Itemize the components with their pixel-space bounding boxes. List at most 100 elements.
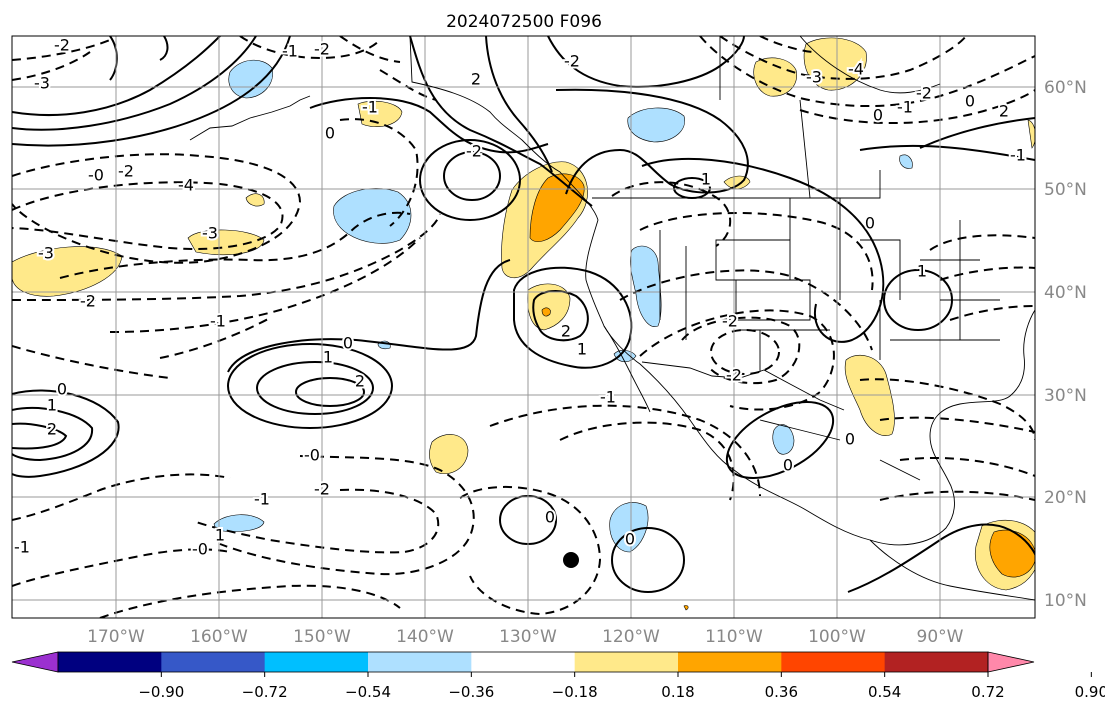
colorbar-tick-label: −0.18 <box>552 683 598 701</box>
contour-label: 0 <box>545 508 555 527</box>
contour <box>939 266 1035 281</box>
colorbar-segment <box>574 652 679 672</box>
coastline-central-america <box>869 539 1035 601</box>
coastline-gulf <box>869 309 1035 546</box>
chart-title: 2024072500 F096 <box>446 12 602 32</box>
contour <box>929 234 1035 251</box>
colorbar-segment <box>678 652 782 672</box>
shade-blob <box>989 529 1035 578</box>
contour-label: 2 <box>355 372 365 391</box>
contour-label: 0 <box>873 106 883 125</box>
contour <box>725 401 835 479</box>
colorbar-tick-label: −0.72 <box>242 683 288 701</box>
contour <box>12 36 257 131</box>
contour <box>379 69 437 101</box>
colorbar-tick-label: 0.90 <box>1075 683 1105 701</box>
contour-label: -3 <box>34 74 50 93</box>
shade-blob <box>228 59 273 99</box>
colorbar-segment <box>471 652 576 672</box>
border-mexico <box>879 459 921 481</box>
contour <box>239 36 381 60</box>
colorbar-segment <box>884 652 989 672</box>
contour-label: -2 <box>466 142 482 161</box>
contour <box>641 157 885 343</box>
colorbar-tick-label: 0.54 <box>868 683 901 701</box>
colorbar-tick-label: −0.90 <box>138 683 184 701</box>
lon-tick-label: 90°W <box>917 627 964 647</box>
contour <box>12 36 291 147</box>
lon-tick-label: 120°W <box>602 627 660 647</box>
contour-label: -2 <box>54 36 70 55</box>
contour-label: -2 <box>118 162 134 181</box>
positive-contours <box>12 36 1035 593</box>
contour-label: 0 <box>845 430 855 449</box>
contour <box>295 377 365 407</box>
shade-blob <box>429 434 469 474</box>
contour <box>12 39 111 61</box>
contour <box>639 309 835 411</box>
contour <box>699 36 1035 107</box>
contour-label: -1 <box>600 388 616 407</box>
lon-tick-labels: 170°W 160°W 150°W 140°W 130°W 120°W 110°… <box>87 627 964 647</box>
contour-label: -4 <box>848 60 864 79</box>
coastline-baja <box>603 325 651 413</box>
shade-blob <box>529 173 585 242</box>
contour <box>12 345 171 379</box>
colorbar-tick-label: 0.36 <box>765 683 798 701</box>
storm-marker <box>563 552 579 568</box>
contour-label: 1 <box>577 340 587 359</box>
contour <box>759 36 813 53</box>
border-us-canada <box>592 170 881 199</box>
contour-label: 2 <box>47 420 57 439</box>
lat-tick-label: 10°N <box>1044 591 1087 611</box>
colorbar-outline <box>57 651 989 673</box>
colorbar: −0.90 −0.72 −0.54 −0.36 −0.18 0.18 0.36 0.54 0.7… <box>11 651 1105 701</box>
contour-labels: -2 -2-1-3-102-2-2-3 -4-2-1 020-1-0 -2-4-3-3-… <box>12 36 1028 561</box>
graticule <box>12 36 1035 618</box>
colorbar-tick-label: 0.72 <box>971 683 1004 701</box>
coastline-aleutians <box>189 95 311 141</box>
colorbar-segment <box>368 652 472 672</box>
colorbar-segment <box>264 652 369 672</box>
coastline-west-coast <box>585 219 871 541</box>
contour-label: -2 <box>916 84 932 103</box>
contour-label: 2 <box>561 322 571 341</box>
lon-tick-label: 170°W <box>87 627 145 647</box>
border-state <box>860 239 901 300</box>
contour-label: -2 <box>80 292 96 311</box>
lon-tick-label: 110°W <box>705 627 763 647</box>
lon-tick-label: 150°W <box>293 627 351 647</box>
contour <box>12 51 91 81</box>
contour <box>919 117 1035 149</box>
shade-blob <box>630 245 662 327</box>
contour-label: 0 <box>57 380 67 399</box>
contour-label: 1 <box>47 396 57 415</box>
contour <box>159 36 169 61</box>
contour-label: -1 <box>1010 146 1026 165</box>
border-us-mexico <box>641 361 845 411</box>
contour-label: 0 <box>343 334 353 353</box>
contour <box>109 36 118 81</box>
colorbar-tick-label: −0.54 <box>345 683 391 701</box>
contour-label: -2 <box>564 52 580 71</box>
shade-blob <box>245 193 265 207</box>
contour <box>12 473 231 521</box>
contour-label: 1 <box>215 526 225 545</box>
lat-tick-label: 60°N <box>1044 78 1087 98</box>
lat-tick-label: 20°N <box>1044 488 1087 508</box>
contour <box>12 181 284 251</box>
contour-label: -2 <box>726 366 742 385</box>
colorbar-segment <box>781 652 886 672</box>
contour-label: -1 <box>897 98 913 117</box>
shade-blob <box>627 107 685 143</box>
contour <box>59 211 411 279</box>
shade-blob <box>541 307 551 317</box>
contour-label: -1 <box>14 538 30 557</box>
border-mexico <box>759 419 841 441</box>
contour <box>12 389 120 478</box>
coastline-hudson <box>799 36 941 94</box>
coastlines <box>189 36 1035 601</box>
colorbar-segment <box>161 652 266 672</box>
contour-label: -3 <box>202 224 218 243</box>
contour-label: 0 <box>965 92 975 111</box>
